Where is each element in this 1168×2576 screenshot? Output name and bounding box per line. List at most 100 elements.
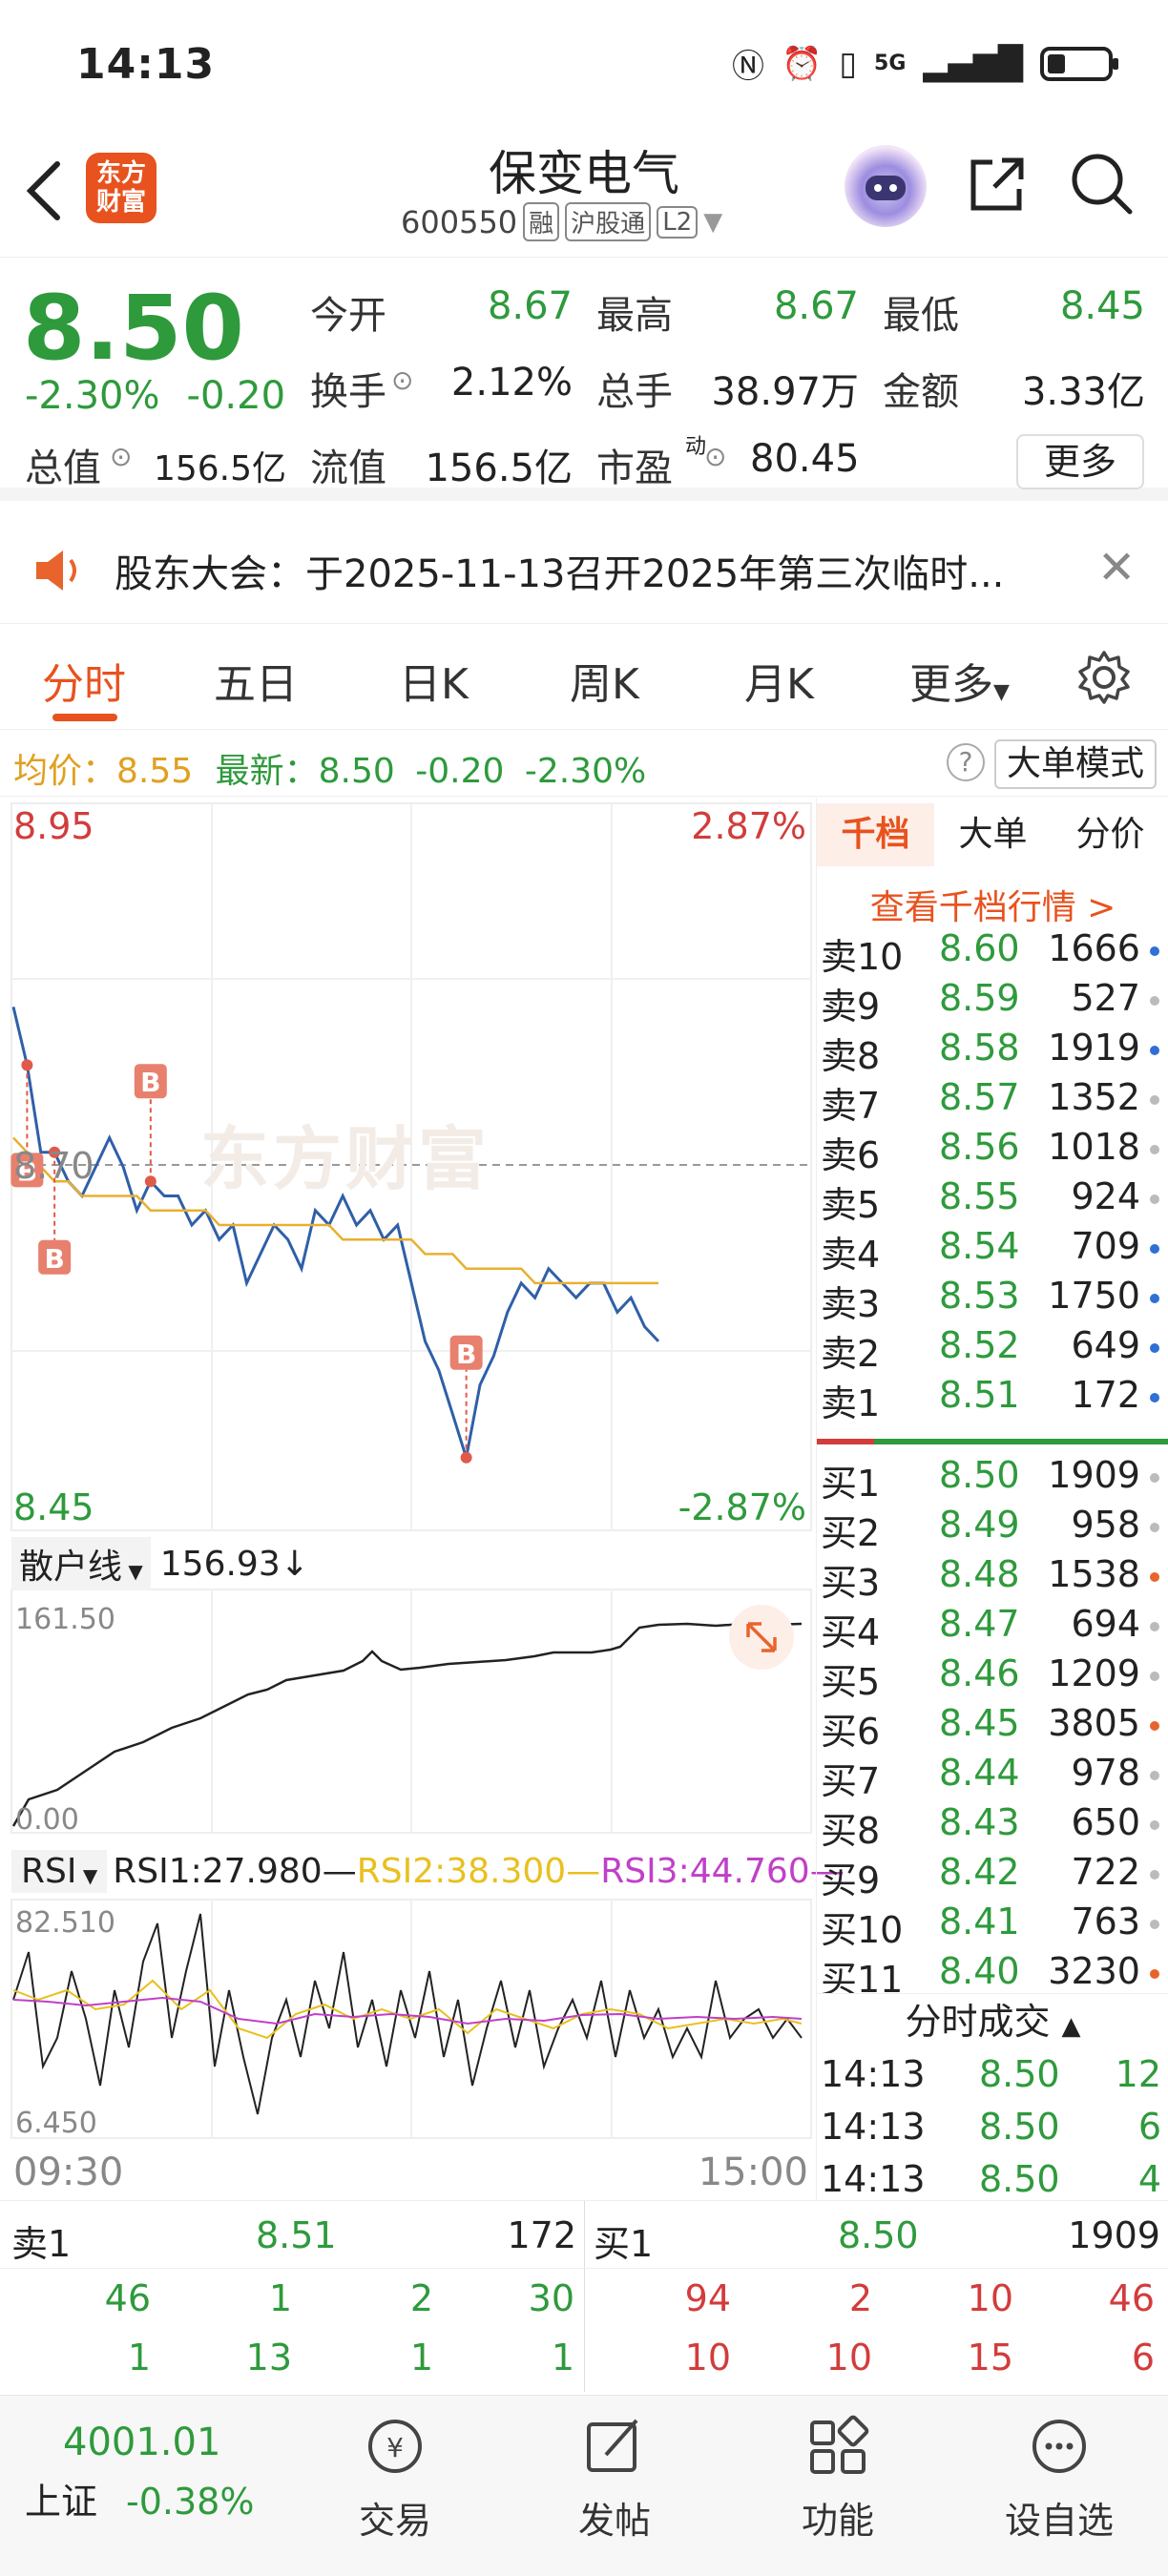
info-icon[interactable]: ⊙ xyxy=(391,364,414,396)
latest-price-line xyxy=(11,1007,660,1459)
tab-weekly-k[interactable]: 周K xyxy=(570,660,639,709)
ai-assistant-icon[interactable] xyxy=(845,145,927,227)
nav-function-label: 功能 xyxy=(801,2500,874,2542)
ask-row[interactable]: 卖3 8.53 1750 xyxy=(817,1275,1168,1325)
nav-trade[interactable]: ¥ 交易 xyxy=(319,2415,471,2544)
low-value: 8.45 xyxy=(1059,284,1145,328)
view-thousand-level-link[interactable]: 查看千档行情 > xyxy=(869,888,1116,927)
ask-row[interactable]: 卖9 8.59 527 xyxy=(817,977,1168,1028)
rsi-bottom-label: 6.450 xyxy=(15,2107,97,2140)
bid-row[interactable]: 买11 8.40 3230 xyxy=(817,1950,1168,1993)
stock-code-row[interactable]: 600550 融 沪股通 L2 ▼ xyxy=(401,202,722,241)
buy-marker[interactable] xyxy=(134,1064,167,1099)
bid-row[interactable]: 买4 8.47 694 xyxy=(817,1603,1168,1653)
more-button[interactable]: 更多 xyxy=(1016,434,1144,489)
change-amount: -0.20 xyxy=(186,374,286,418)
trade-price: 8.50 xyxy=(979,2158,1060,2200)
gear-icon[interactable] xyxy=(1075,649,1133,706)
bid-price: 8.47 xyxy=(939,1603,1020,1645)
retail-selector[interactable]: 散户线 ▼ xyxy=(11,1537,151,1590)
latest-value: 8.50 xyxy=(318,752,395,791)
price-lines xyxy=(11,1007,660,1459)
ask-row[interactable]: 卖2 8.52 649 xyxy=(817,1324,1168,1375)
book-separator xyxy=(817,1439,1168,1444)
trade-price: 8.50 xyxy=(979,2053,1060,2095)
status-icons: Ⓝ ⏰ ▯ 5G ▂▄▆█ xyxy=(732,40,1120,87)
rsi3-value: RSI3:44.760 xyxy=(600,1851,810,1891)
app-logo[interactable]: 东方 财富 xyxy=(86,153,156,223)
bid-row[interactable]: 买8 8.43 650 xyxy=(817,1801,1168,1852)
bid-level-label: 买8 xyxy=(821,1810,881,1852)
ask-row[interactable]: 卖4 8.54 709 xyxy=(817,1225,1168,1276)
status-dot-icon xyxy=(1150,1294,1159,1303)
ask-row[interactable]: 卖1 8.51 172 xyxy=(817,1374,1168,1424)
bid-row[interactable]: 买10 8.41 763 xyxy=(817,1901,1168,1951)
buy-marker[interactable] xyxy=(10,1153,44,1188)
ask-row[interactable]: 卖10 8.60 1666 xyxy=(817,927,1168,978)
sell1-price: 8.51 xyxy=(256,2214,337,2256)
nav-add-watchlist[interactable]: 设自选 xyxy=(983,2415,1136,2544)
bid-row[interactable]: 买1 8.50 1909 xyxy=(817,1454,1168,1505)
info-icon[interactable]: ⊙ xyxy=(110,441,133,472)
bid-row[interactable]: 买5 8.46 1209 xyxy=(817,1652,1168,1703)
buy-marker-label: B xyxy=(140,1067,160,1098)
tab-five-day[interactable]: 五日 xyxy=(214,660,298,709)
buy1-price: 8.50 xyxy=(838,2214,919,2256)
status-dot-icon xyxy=(1150,1523,1159,1532)
tab-more[interactable]: 更多▼ xyxy=(909,650,1010,711)
turnover-label: 换手 xyxy=(310,370,386,414)
turnover-value: 2.12% xyxy=(450,361,573,405)
tab-daily-k[interactable]: 日K xyxy=(399,660,469,709)
buy-marker[interactable] xyxy=(38,1239,72,1275)
help-icon[interactable]: ? xyxy=(947,743,985,781)
notice-bar[interactable]: 股东大会：于2025-11-13召开2025年第三次临时... ✕ xyxy=(0,514,1168,624)
ask-volume: 1018 xyxy=(1048,1126,1140,1168)
ask-row[interactable]: 卖8 8.58 1919 xyxy=(817,1027,1168,1077)
ask-volume: 924 xyxy=(1071,1175,1140,1217)
queue-order-size: 46 xyxy=(1108,2277,1155,2319)
ask-row[interactable]: 卖6 8.56 1018 xyxy=(817,1126,1168,1176)
rsi-selector[interactable]: RSI ▼ xyxy=(11,1849,108,1893)
pe-dynamic-label: 动 xyxy=(685,435,707,459)
bid-row[interactable]: 买7 8.44 978 xyxy=(817,1752,1168,1802)
tab-large-order[interactable]: 大单 xyxy=(958,815,1028,854)
tab-monthly-k[interactable]: 月K xyxy=(744,660,814,709)
ask-row[interactable]: 卖7 8.57 1352 xyxy=(817,1076,1168,1127)
status-dot-icon xyxy=(1150,1721,1159,1731)
bid-row[interactable]: 买6 8.45 3805 xyxy=(817,1702,1168,1753)
retail-value: 156.93↓ xyxy=(159,1544,309,1584)
nav-post[interactable]: 发帖 xyxy=(538,2415,691,2544)
info-icon[interactable]: ⊙ xyxy=(704,441,727,472)
close-icon[interactable]: ✕ xyxy=(1097,541,1137,594)
trade-row: 14:13 8.50 12 xyxy=(817,2053,1168,2107)
retail-line xyxy=(11,1622,803,1827)
tag-hk-connect: 沪股通 xyxy=(565,202,652,241)
buy-marker[interactable] xyxy=(449,1335,483,1370)
average-price-line xyxy=(12,1136,658,1285)
bid-row[interactable]: 买9 8.42 722 xyxy=(817,1851,1168,1901)
search-icon[interactable] xyxy=(1069,151,1136,218)
share-icon[interactable] xyxy=(964,151,1031,218)
intraday-chart[interactable]: B B B B 东方财富 8.95 2.87% 8.70 8.45 -2.87% 散户… xyxy=(0,798,845,2200)
bid-price: 8.42 xyxy=(939,1851,1020,1893)
ask-row[interactable]: 卖5 8.55 924 xyxy=(817,1175,1168,1226)
avg-label: 均价： xyxy=(13,752,117,791)
nav-function[interactable]: 功能 xyxy=(761,2415,914,2544)
index-ticker[interactable]: 4001.01 上证 -0.38% xyxy=(25,2420,311,2524)
stock-name: 保变电气 xyxy=(489,146,679,201)
tab-price-distribution[interactable]: 分价 xyxy=(1075,815,1145,854)
ask-price: 8.52 xyxy=(939,1324,1020,1366)
bid-row[interactable]: 买2 8.49 958 xyxy=(817,1504,1168,1554)
float-cap-value: 156.5亿 xyxy=(425,447,573,490)
order-book: 千档 大单 分价 查看千档行情 > 卖10 8.60 1666 卖9 8.59 527 卖8… xyxy=(816,798,1168,2200)
change-percent: -2.30% xyxy=(25,374,160,418)
high-label: 最高 xyxy=(596,294,673,338)
dropdown-icon: ▼ xyxy=(76,1863,98,1887)
back-icon[interactable] xyxy=(21,153,78,229)
trade-icon: ¥ xyxy=(368,2420,422,2473)
bid-row[interactable]: 买3 8.48 1538 xyxy=(817,1553,1168,1604)
tab-intraday[interactable]: 分时 xyxy=(42,660,126,709)
trades-header[interactable]: 分时成交 ▲ xyxy=(817,1993,1168,2048)
tab-thousand-level[interactable]: 千档 xyxy=(817,803,934,866)
large-order-mode-button[interactable]: 大单模式 xyxy=(994,739,1157,789)
